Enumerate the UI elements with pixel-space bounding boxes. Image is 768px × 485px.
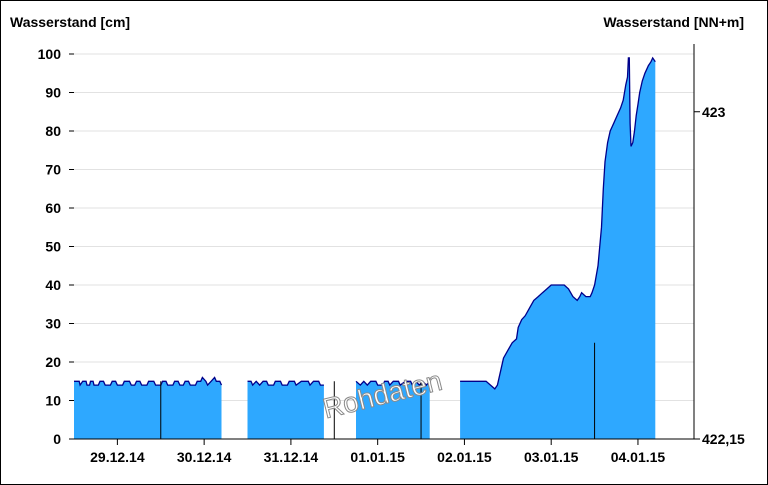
x-tick-label: 31.12.14 [264,449,319,465]
water-level-series [74,56,656,440]
water-level-line [355,380,431,387]
y-tick-label: 0 [53,431,61,447]
day-markers [160,342,596,439]
x-axis-ticks: 29.12.14 30.12.14 31.12.14 01.01.15 02.01.15… [90,439,665,465]
y-tick-label: 10 [45,393,61,409]
water-level-area [247,381,324,439]
y-tick-label: 30 [45,316,61,332]
water-level-line [247,380,324,387]
axes [74,44,695,440]
y-axis-right-label: Wasserstand [NN+m] [603,14,744,30]
right-y-tick-label: 422,15 [702,431,745,447]
y-tick-label: 20 [45,354,61,370]
water-level-area [460,57,656,440]
x-tick-label: 02.01.15 [437,449,492,465]
x-tick-label: 30.12.14 [177,449,232,465]
right-y-tick-label: 423 [702,104,726,120]
x-tick-label: 01.01.15 [350,449,405,465]
x-tick-label: 04.01.15 [611,449,666,465]
y-tick-label: 90 [45,85,61,101]
y-tick-label: 40 [45,277,61,293]
x-tick-label: 03.01.15 [524,449,579,465]
water-level-area [74,377,222,439]
water-level-line [74,376,223,387]
water-level-line [460,56,656,390]
y-tick-label: 100 [38,46,62,62]
water-level-area [356,381,430,439]
x-tick-label: 29.12.14 [90,449,145,465]
y-tick-label: 70 [45,162,61,178]
y-axis-left-label: Wasserstand [cm] [10,14,130,30]
y-tick-label: 80 [45,123,61,139]
y-tick-label: 50 [45,239,61,255]
y-axis-right-ticks: 423 422,15 [694,104,745,447]
y-axis-left-ticks: 0 10 20 30 40 50 60 70 80 90 100 [38,46,74,447]
y-tick-label: 60 [45,200,61,216]
